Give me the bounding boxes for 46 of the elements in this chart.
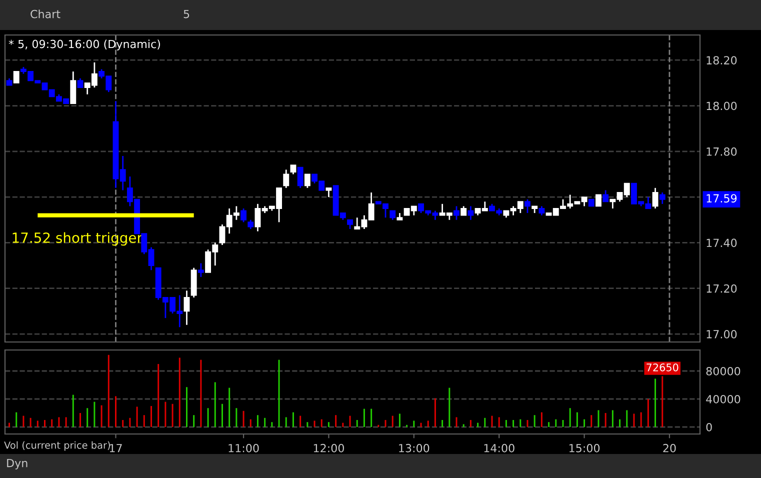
y-tick-label: 18.20 <box>706 56 737 64</box>
x-tick-label: 15:00 <box>569 444 600 452</box>
y-tick-label: 17.80 <box>706 147 737 156</box>
y-tick-label: 40000 <box>706 394 740 404</box>
x-tick-label: 13:00 <box>399 444 430 452</box>
x-tick-label: 20 <box>663 444 676 452</box>
candlestick <box>77 78 84 88</box>
candlestick <box>70 70 76 104</box>
candlestick <box>468 205 474 221</box>
candlestick <box>538 205 545 216</box>
candlestick <box>659 192 666 205</box>
x-tick-label: 14:00 <box>484 444 514 452</box>
x-tick-label: 11:00 <box>228 444 259 452</box>
candlestick <box>390 210 396 221</box>
candlestick <box>13 71 20 84</box>
y-tick-label: 0 <box>706 422 712 432</box>
candlestick <box>652 187 658 210</box>
candlestick <box>240 208 246 223</box>
candlestick <box>326 187 332 198</box>
text: Chart <box>30 10 60 18</box>
candlestick <box>602 190 609 202</box>
candlestick <box>304 174 310 189</box>
data-label: 72650 <box>646 363 678 372</box>
text: 5 <box>184 10 190 18</box>
candlestick <box>347 219 353 230</box>
y-tick-label: 18.00 <box>706 102 737 110</box>
candlestick <box>283 168 290 189</box>
candlestick <box>460 205 467 216</box>
candlestick <box>596 194 602 207</box>
candlestick <box>184 290 190 326</box>
candlestick <box>524 198 530 214</box>
y-tick-label: 17.20 <box>706 284 737 293</box>
y-tick-label: 17.40 <box>706 238 737 248</box>
y-tick-label: 80000 <box>706 366 740 376</box>
candlestick <box>248 219 254 230</box>
candlestick <box>297 166 304 189</box>
candlestick <box>454 205 460 221</box>
x-tick-label: 17 <box>110 444 122 452</box>
chart-title: * 5, 09:30-16:00 (Dynamic) <box>8 40 160 50</box>
text: 17.59 <box>706 194 737 203</box>
x-tick-label: 12:00 <box>314 444 344 452</box>
y-tick-label: 17.00 <box>706 330 737 338</box>
text: Dyn <box>7 458 28 470</box>
candlestick <box>290 164 296 175</box>
text: Vol (current price bar) <box>4 441 110 451</box>
candlestick <box>198 262 204 278</box>
